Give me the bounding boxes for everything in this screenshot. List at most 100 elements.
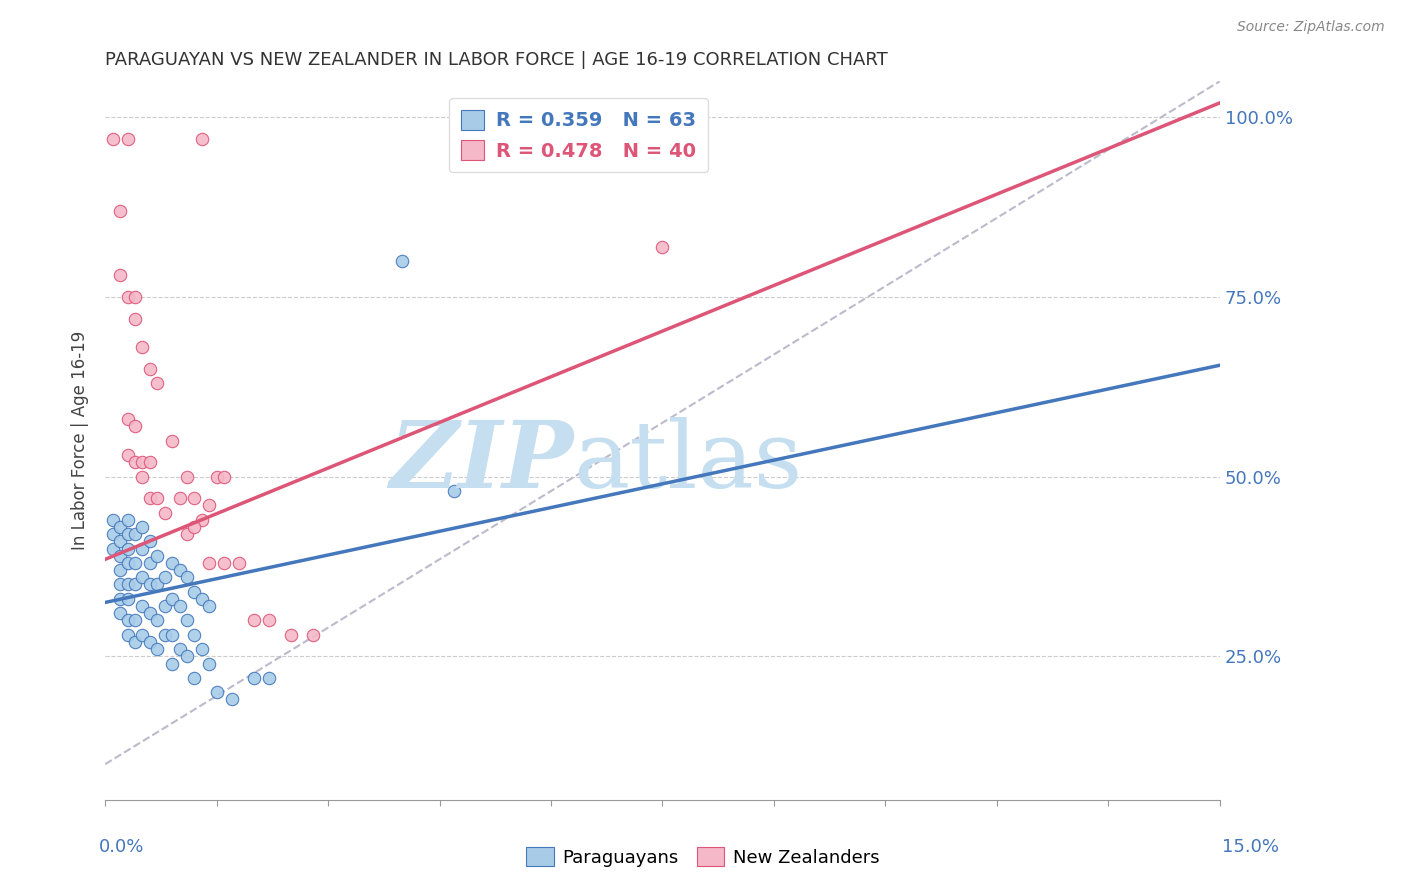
- Point: [198, 499, 221, 513]
- Point: [124, 311, 146, 326]
- Point: [183, 491, 205, 506]
- Point: [169, 563, 191, 577]
- Point: [198, 556, 221, 570]
- Point: [124, 419, 146, 434]
- Point: [124, 455, 146, 469]
- Point: [169, 491, 191, 506]
- Point: [160, 657, 183, 671]
- Text: atlas: atlas: [574, 417, 803, 508]
- Point: [146, 491, 169, 506]
- Point: [139, 556, 162, 570]
- Point: [124, 527, 146, 541]
- Text: ZIP: ZIP: [389, 417, 574, 508]
- Point: [117, 412, 139, 426]
- Point: [117, 577, 139, 591]
- Point: [124, 635, 146, 649]
- Point: [124, 577, 146, 591]
- Point: [176, 614, 198, 628]
- Point: [117, 513, 139, 527]
- Point: [205, 685, 228, 699]
- Point: [101, 527, 124, 541]
- Point: [191, 642, 214, 657]
- Point: [205, 469, 228, 483]
- Point: [117, 448, 139, 462]
- Point: [651, 240, 673, 254]
- Point: [153, 599, 176, 613]
- Point: [160, 628, 183, 642]
- Point: [146, 642, 169, 657]
- Point: [131, 340, 153, 354]
- Point: [131, 469, 153, 483]
- Point: [160, 556, 183, 570]
- Point: [108, 563, 131, 577]
- Point: [117, 591, 139, 606]
- Point: [131, 541, 153, 556]
- Point: [176, 649, 198, 664]
- Point: [139, 491, 162, 506]
- Point: [183, 628, 205, 642]
- Point: [198, 599, 221, 613]
- Point: [108, 549, 131, 563]
- Point: [108, 268, 131, 283]
- Y-axis label: In Labor Force | Age 16-19: In Labor Force | Age 16-19: [72, 331, 89, 550]
- Point: [124, 614, 146, 628]
- Point: [153, 506, 176, 520]
- Point: [169, 599, 191, 613]
- Point: [124, 556, 146, 570]
- Point: [131, 455, 153, 469]
- Point: [124, 290, 146, 304]
- Point: [212, 556, 235, 570]
- Point: [153, 570, 176, 584]
- Point: [117, 541, 139, 556]
- Point: [131, 599, 153, 613]
- Point: [221, 692, 243, 706]
- Point: [191, 591, 214, 606]
- Point: [108, 520, 131, 534]
- Point: [108, 606, 131, 620]
- Point: [257, 614, 280, 628]
- Point: [139, 635, 162, 649]
- Point: [228, 556, 250, 570]
- Text: 0.0%: 0.0%: [98, 838, 143, 856]
- Point: [391, 254, 413, 268]
- Point: [146, 614, 169, 628]
- Point: [146, 549, 169, 563]
- Point: [160, 434, 183, 448]
- Point: [146, 577, 169, 591]
- Point: [183, 671, 205, 685]
- Point: [153, 628, 176, 642]
- Text: Source: ZipAtlas.com: Source: ZipAtlas.com: [1237, 20, 1385, 34]
- Point: [108, 577, 131, 591]
- Point: [398, 814, 420, 829]
- Point: [108, 203, 131, 218]
- Point: [169, 642, 191, 657]
- Point: [302, 628, 325, 642]
- Point: [257, 671, 280, 685]
- Point: [160, 591, 183, 606]
- Point: [191, 513, 214, 527]
- Point: [101, 541, 124, 556]
- Point: [183, 520, 205, 534]
- Text: PARAGUAYAN VS NEW ZEALANDER IN LABOR FORCE | AGE 16-19 CORRELATION CHART: PARAGUAYAN VS NEW ZEALANDER IN LABOR FOR…: [105, 51, 889, 69]
- Point: [212, 469, 235, 483]
- Point: [131, 570, 153, 584]
- Point: [139, 606, 162, 620]
- Point: [176, 527, 198, 541]
- Text: 15.0%: 15.0%: [1222, 838, 1279, 856]
- Point: [131, 520, 153, 534]
- Point: [139, 534, 162, 549]
- Point: [139, 361, 162, 376]
- Legend: Paraguayans, New Zealanders: Paraguayans, New Zealanders: [519, 840, 887, 874]
- Point: [117, 556, 139, 570]
- Point: [243, 614, 266, 628]
- Point: [280, 628, 302, 642]
- Point: [101, 513, 124, 527]
- Point: [117, 614, 139, 628]
- Point: [243, 671, 266, 685]
- Legend: R = 0.359   N = 63, R = 0.478   N = 40: R = 0.359 N = 63, R = 0.478 N = 40: [450, 98, 707, 172]
- Point: [117, 527, 139, 541]
- Point: [117, 290, 139, 304]
- Point: [176, 469, 198, 483]
- Point: [183, 584, 205, 599]
- Point: [117, 628, 139, 642]
